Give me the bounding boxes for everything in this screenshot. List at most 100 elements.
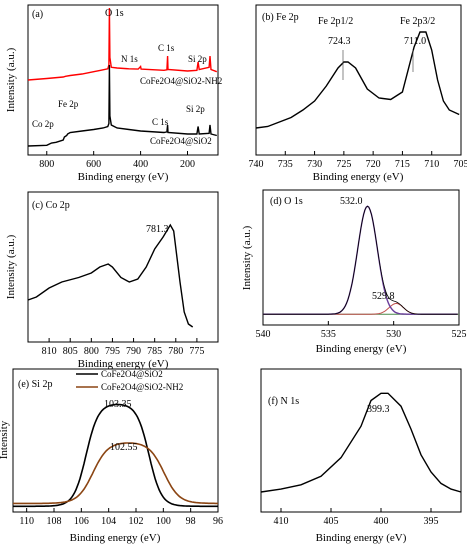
- annot-si2p-bot: Si 2p: [186, 104, 205, 114]
- x-tick-label: 705: [454, 159, 467, 170]
- x-tick-label: 775: [189, 346, 204, 357]
- panel-e-xticks: 110 108 106 104 102 100 98 96: [19, 508, 223, 527]
- panel-c-xticks: 810 805 800 795 790 785 780 775: [42, 338, 204, 357]
- x-tick-label: 805: [63, 346, 78, 357]
- panel-d-ylabel: Intensity (a.u.): [241, 225, 253, 290]
- x-tick-label: 780: [168, 346, 183, 357]
- x-tick-label: 410: [274, 516, 289, 527]
- x-tick-label: 800: [84, 346, 99, 357]
- annot-co2p: Co 2p: [32, 119, 54, 129]
- panel-d-xlabel: Binding energy (eV): [316, 343, 407, 355]
- annot-si2p-top: Si 2p: [188, 54, 207, 64]
- panel-b-label: (b) Fe 2p: [262, 12, 299, 23]
- panel-c-frame: [27, 191, 219, 343]
- panel-b-frame: [255, 4, 462, 156]
- series-line-f-0: [260, 392, 462, 493]
- panel-a-xlabel: Binding energy (eV): [78, 171, 169, 183]
- annot-fe2p: Fe 2p: [58, 99, 79, 109]
- x-tick-label: 710: [424, 159, 439, 170]
- panel-f-label: (f) N 1s: [268, 396, 299, 407]
- peak-n1s-value: 399.3: [367, 404, 390, 415]
- x-tick-label: 600: [86, 159, 101, 170]
- x-tick-label: 735: [278, 159, 293, 170]
- panel-e: (e) Si 2p 110 108 106 104 102 100 98 96 Binding…: [0, 368, 223, 544]
- o1s-fit-main: [263, 205, 458, 315]
- panel-e-curves: [13, 403, 218, 508]
- peak-si2-value: 102.55: [110, 442, 138, 453]
- legend-sio2: CoFe2O4@SiO2: [150, 136, 212, 146]
- annot-c1s-bot: C 1s: [152, 117, 169, 127]
- annot-c1s-top: C 1s: [158, 43, 175, 53]
- o1s-fit-minor: [263, 302, 458, 315]
- panel-a-xticks: 800 600 400 200: [39, 151, 195, 170]
- o1s-envelope: [263, 205, 458, 315]
- panel-a-curves: [27, 7, 218, 147]
- x-tick-label: 400: [133, 159, 148, 170]
- panel-d-curves: [263, 205, 459, 315]
- x-tick-label: 400: [374, 516, 389, 527]
- panel-c-xlabel: Binding energy (eV): [78, 358, 169, 370]
- panel-e-frame: [12, 368, 219, 513]
- panel-d-label: (d) O 1s: [270, 196, 303, 207]
- x-tick-label: 108: [47, 516, 62, 527]
- x-tick-label: 104: [101, 516, 116, 527]
- x-tick-label: 725: [336, 159, 351, 170]
- panel-f-curves: [260, 392, 462, 493]
- panel-f: (f) N 1s 410 405 400 395 Binding energy (eV…: [260, 368, 462, 544]
- series-line-b-0: [255, 31, 460, 129]
- x-tick-label: 540: [256, 329, 271, 340]
- peak-fe2p32-value: 711.0: [404, 36, 426, 47]
- x-tick-label: 530: [386, 329, 401, 340]
- x-tick-label: 110: [19, 516, 34, 527]
- x-tick-label: 715: [395, 159, 410, 170]
- panel-d: (d) O 1s 540 535 530 525 Binding energy (eV…: [241, 189, 467, 355]
- panel-f-xticks: 410 405 400 395: [274, 508, 439, 527]
- panel-e-xlabel: Binding energy (eV): [70, 532, 161, 544]
- x-tick-label: 96: [213, 516, 223, 527]
- x-tick-label: 810: [42, 346, 57, 357]
- series-line-a-0: [27, 7, 218, 81]
- x-tick-label: 740: [249, 159, 264, 170]
- x-tick-label: 102: [129, 516, 144, 527]
- panel-e-label: (e) Si 2p: [18, 379, 52, 390]
- x-tick-label: 525: [452, 329, 467, 340]
- peak-fe2p32-name: Fe 2p3/2: [400, 16, 435, 27]
- x-tick-label: 405: [324, 516, 339, 527]
- x-tick-label: 535: [321, 329, 336, 340]
- x-tick-label: 790: [126, 346, 141, 357]
- panel-d-frame: [262, 189, 460, 326]
- x-tick-label: 785: [147, 346, 162, 357]
- peak-fe2p12-name: Fe 2p1/2: [318, 16, 353, 27]
- panel-c-label: (c) Co 2p: [32, 200, 70, 211]
- x-tick-label: 795: [105, 346, 120, 357]
- panel-c-ylabel: Intensity (a.u.): [5, 234, 17, 299]
- annot-n1s: N 1s: [121, 54, 138, 64]
- x-tick-label: 100: [156, 516, 171, 527]
- panel-b-xlabel: Binding energy (eV): [313, 171, 404, 183]
- panel-f-frame: [260, 368, 462, 513]
- legend-e-sio2-label: CoFe2O4@SiO2: [101, 369, 163, 379]
- legend-e-nh2-label: CoFe2O4@SiO2-NH2: [101, 382, 183, 392]
- series-line-sio2: [13, 403, 218, 508]
- x-tick-label: 200: [180, 159, 195, 170]
- panel-a-ylabel: Intensity (a.u.): [5, 47, 17, 112]
- peak-o2-value: 529.8: [372, 291, 395, 302]
- panel-f-xlabel: Binding energy (eV): [316, 532, 407, 544]
- series-line-c-0: [27, 223, 194, 328]
- series-line-a-1: [27, 64, 217, 147]
- panel-e-ylabel: Intensity: [0, 420, 10, 459]
- panel-c-curves: [27, 223, 194, 328]
- peak-si1-value: 103.35: [104, 399, 132, 410]
- x-tick-label: 106: [74, 516, 89, 527]
- annot-o1s: O 1s: [105, 8, 124, 19]
- x-tick-label: 730: [307, 159, 322, 170]
- panel-d-xticks: 540 535 530 525: [256, 321, 467, 340]
- peak-fe2p12-value: 724.3: [328, 36, 351, 47]
- series-line-nh2: [13, 442, 218, 505]
- panel-b: (b) Fe 2p 740 735 730 725 720 715 710 705 Bindi…: [249, 4, 467, 183]
- peak-o1-value: 532.0: [340, 196, 363, 207]
- peak-co-value: 781.3: [146, 224, 169, 235]
- panel-b-xticks: 740 735 730 725 720 715 710 705: [249, 151, 467, 170]
- panel-b-curves: [255, 31, 460, 129]
